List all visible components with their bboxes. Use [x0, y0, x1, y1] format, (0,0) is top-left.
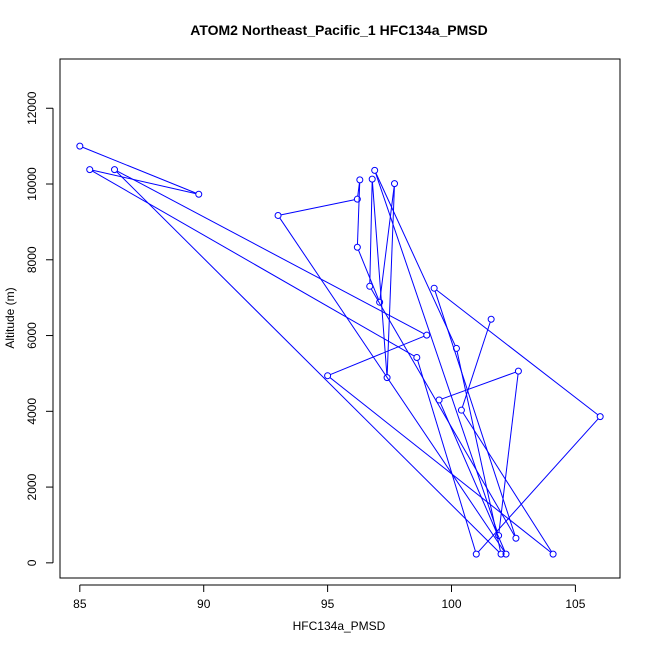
y-axis: 0 2000 4000 6000 8000 10000 12000	[25, 91, 54, 566]
series-line-segment	[436, 289, 599, 416]
series-line-segment	[82, 146, 197, 194]
series-line-segment	[441, 371, 516, 400]
data-point	[472, 550, 480, 558]
series-line-segment	[116, 170, 425, 335]
plot-area	[59, 58, 621, 579]
data-point	[274, 211, 282, 219]
series-line-segment	[371, 182, 388, 375]
series-line-segment	[358, 249, 379, 300]
data-point	[383, 374, 391, 382]
data-point	[413, 354, 421, 362]
series-line-segment	[461, 321, 491, 408]
data-point	[353, 195, 361, 203]
data-point	[497, 550, 505, 558]
series-line-segment	[329, 377, 552, 553]
data-point	[324, 372, 332, 380]
series-line-segment	[498, 374, 519, 533]
series-line-segment	[280, 199, 355, 216]
data-point	[495, 532, 503, 540]
series-line-segment	[477, 418, 599, 553]
data-point	[549, 550, 557, 558]
chart-title: ATOM2 Northeast_Pacific_1 HFC134a_PMSD	[190, 22, 487, 38]
x-tick-label: 90	[197, 597, 211, 611]
data-point	[423, 331, 431, 339]
y-tick-label: 10000	[25, 167, 39, 201]
series-line-segment	[379, 186, 395, 300]
y-tick-label: 6000	[25, 322, 39, 349]
data-point	[111, 166, 119, 174]
series-line-segment	[92, 170, 415, 357]
data-point	[514, 367, 522, 375]
series-line-segment	[357, 182, 360, 197]
data-point	[502, 550, 510, 558]
series-line-segment	[386, 186, 395, 375]
data-point	[368, 175, 376, 183]
y-axis-label: Altitude (m)	[3, 287, 17, 348]
data-point	[457, 406, 465, 414]
x-tick-label: 100	[441, 597, 461, 611]
series-line-segment	[462, 412, 552, 552]
data-point	[356, 176, 364, 184]
data-point	[371, 166, 379, 174]
series-line-segment	[375, 172, 456, 346]
data-point	[596, 413, 604, 421]
series-lines	[82, 146, 599, 553]
series-line-segment	[92, 169, 196, 195]
x-axis-label: HFC134a_PMSD	[293, 619, 386, 633]
y-tick-label: 0	[25, 559, 39, 566]
x-axis: 85 90 95 100 105	[73, 584, 586, 611]
data-point	[435, 396, 443, 404]
series-line-segment	[456, 351, 501, 552]
data-point	[76, 142, 84, 150]
series-line-segment	[356, 182, 361, 245]
series-line-segment	[330, 335, 425, 376]
data-point	[195, 190, 203, 198]
series-line-segment	[375, 173, 499, 533]
data-point	[512, 534, 520, 542]
data-point	[376, 298, 384, 306]
data-point	[353, 243, 361, 251]
series-line-segment	[116, 171, 500, 553]
data-point	[391, 180, 399, 188]
y-tick-label: 12000	[25, 91, 39, 125]
y-tick-label: 4000	[25, 398, 39, 425]
series-points	[76, 142, 604, 558]
series-line-segment	[279, 217, 505, 552]
x-tick-label: 105	[565, 597, 585, 611]
data-point	[452, 344, 460, 352]
x-tick-label: 95	[321, 597, 335, 611]
x-tick-label: 85	[73, 597, 87, 611]
data-point	[430, 284, 438, 292]
series-line-segment	[439, 402, 506, 552]
y-tick-label: 8000	[25, 246, 39, 273]
series-line-segment	[370, 288, 515, 536]
data-point	[366, 282, 374, 290]
data-point	[86, 166, 94, 174]
y-tick-label: 2000	[25, 473, 39, 500]
series-line-segment	[369, 182, 373, 284]
data-point	[487, 315, 495, 323]
